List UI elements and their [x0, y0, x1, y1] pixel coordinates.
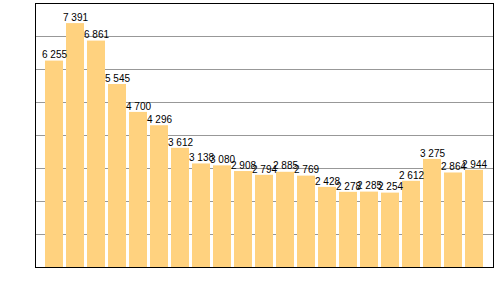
svg-text:2 794: 2 794	[252, 163, 277, 175]
svg-text:3 138: 3 138	[189, 152, 214, 164]
svg-text:3 275: 3 275	[420, 148, 445, 159]
svg-text:5 545: 5 545	[105, 73, 130, 84]
svg-text:7 391: 7 391	[63, 12, 88, 23]
svg-text:2 885: 2 885	[273, 160, 298, 172]
svg-text:2 285: 2 285	[357, 180, 382, 192]
svg-text:6 861: 6 861	[84, 29, 109, 40]
svg-text:2 908: 2 908	[231, 159, 256, 171]
svg-text:2 769: 2 769	[294, 164, 319, 175]
svg-text:3 080: 3 080	[210, 154, 235, 166]
svg-text:4 296: 4 296	[147, 114, 172, 125]
svg-text:2 864: 2 864	[441, 161, 466, 173]
svg-text:2 428: 2 428	[315, 175, 340, 187]
svg-text:2 278: 2 278	[336, 180, 361, 192]
svg-text:3 612: 3 612	[168, 137, 193, 148]
svg-text:2 254: 2 254	[378, 181, 403, 192]
svg-text:2 612: 2 612	[399, 170, 424, 181]
svg-text:2 944: 2 944	[462, 159, 487, 170]
svg-text:6 255: 6 255	[42, 49, 67, 60]
svg-text:4 700: 4 700	[126, 101, 151, 112]
